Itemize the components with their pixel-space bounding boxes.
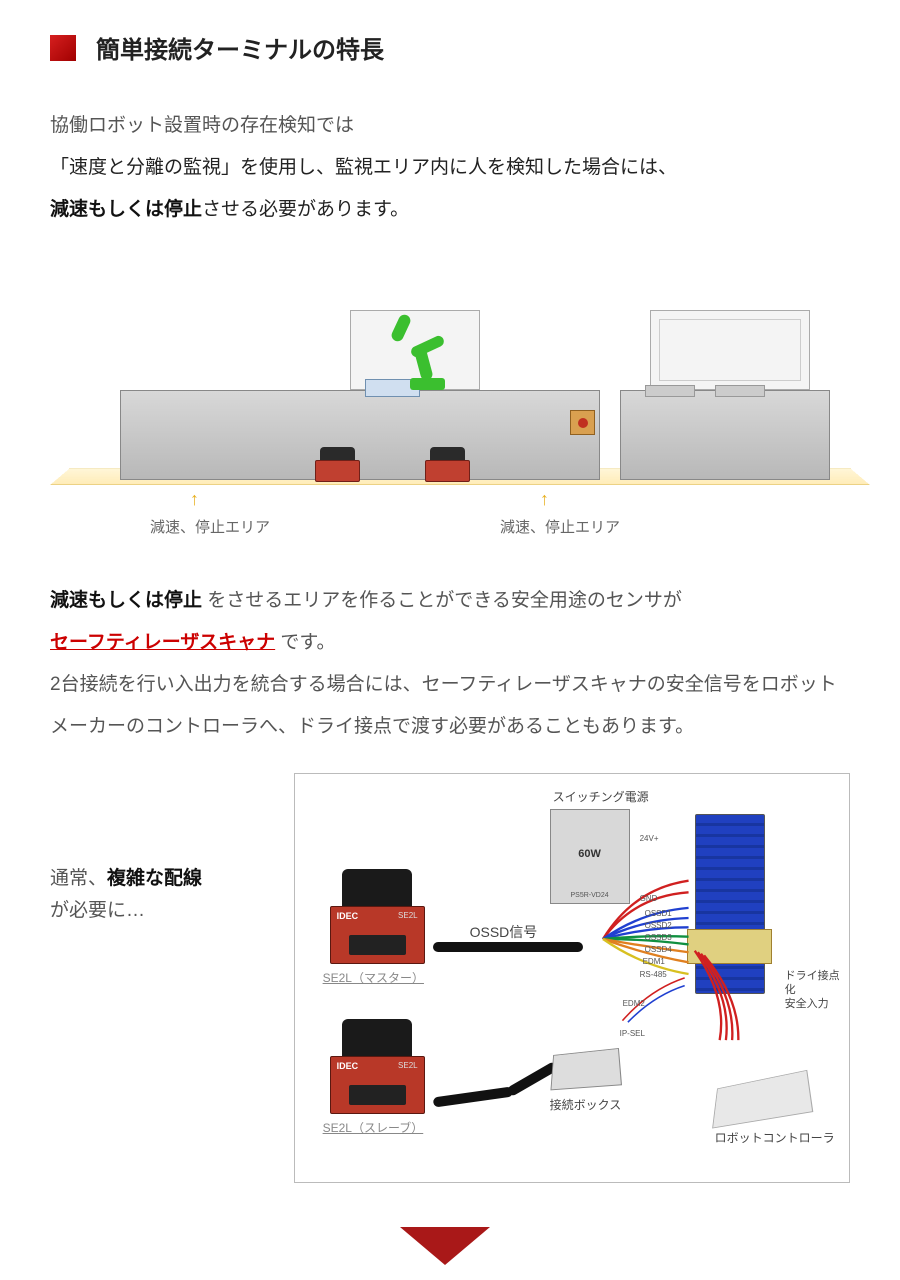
sig-label: IP-SEL bbox=[620, 1029, 645, 1038]
exp-text3: 2台接続を行い入出力を統合する場合には、セーフティレーザスキャナの安全信号をロボ… bbox=[50, 664, 850, 748]
connection-box-icon bbox=[550, 1048, 622, 1090]
psu-label: スイッチング電源 bbox=[553, 788, 649, 805]
area-label-right: 減速、停止エリア bbox=[500, 516, 620, 537]
exp-line2: セーフティレーザスキャナ です。 bbox=[50, 622, 850, 664]
sig-label: OSSD1 bbox=[645, 909, 672, 918]
exp-text1: をさせるエリアを作ることができる安全用途のセンサが bbox=[202, 590, 682, 611]
ossd-label: OSSD信号 bbox=[470, 922, 538, 942]
scanner-master-icon bbox=[320, 869, 435, 964]
sig-label: RS-485 bbox=[640, 970, 667, 979]
parts-tray-3 bbox=[715, 385, 765, 397]
exp-line1: 減速もしくは停止 をさせるエリアを作ることができる安全用途のセンサが bbox=[50, 580, 850, 622]
side-pre: 通常、 bbox=[50, 868, 107, 889]
section-heading: 簡単接続ターミナルの特長 bbox=[50, 30, 850, 65]
side-bold: 複雑な配線 bbox=[107, 868, 202, 889]
wire-bundle-icon bbox=[583, 904, 763, 1044]
ossd-cable-icon bbox=[433, 942, 583, 952]
intro-line2b: させる必要があります。 bbox=[202, 199, 409, 220]
e-stop-box-icon bbox=[570, 410, 595, 435]
machine-enclosure-right bbox=[650, 310, 810, 390]
wiring-side-text: 通常、複雑な配線が必要に… bbox=[50, 773, 269, 928]
intro-line1: 協働ロボット設置時の存在検知では bbox=[50, 105, 850, 147]
laser-scanner-1-icon bbox=[310, 447, 365, 482]
sig-label: OSSD3 bbox=[645, 933, 672, 942]
safety-laser-scanner-link[interactable]: セーフティレーザスキャナ bbox=[50, 632, 275, 653]
intro-line2: 「速度と分離の監視」を使用し、監視エリア内に人を検知した場合には、 bbox=[50, 147, 850, 189]
connection-box-label: 接続ボックス bbox=[550, 1096, 622, 1113]
workcell-diagram: ↑ ↑ 減速、停止エリア 減速、停止エリア bbox=[50, 245, 870, 555]
scanner-slave-label: SE2L（スレーブ） bbox=[323, 1119, 424, 1136]
intro-line2a: 「速度と分離の監視」を使用し、監視エリア内に人を検知した場合には、 bbox=[50, 157, 677, 178]
arrow-up-icon: ↑ bbox=[190, 489, 199, 510]
laser-scanner-2-icon bbox=[420, 447, 475, 482]
power-supply-icon bbox=[550, 809, 630, 904]
exp-text2: です。 bbox=[275, 632, 335, 653]
dry2: 安全入力 bbox=[785, 998, 829, 1010]
sig-label: EDM1 bbox=[643, 957, 665, 966]
intro-bold: 減速もしくは停止 bbox=[50, 199, 202, 220]
wiring-row: 通常、複雑な配線が必要に… スイッチング電源 SE2L（マスター） SE2L（ス… bbox=[50, 773, 850, 1183]
explanation-paragraph: 減速もしくは停止 をさせるエリアを作ることができる安全用途のセンサが セーフティ… bbox=[50, 580, 850, 747]
sig-label: OSSD4 bbox=[645, 945, 672, 954]
side-post: が必要に… bbox=[50, 900, 145, 921]
wiring-diagram: スイッチング電源 SE2L（マスター） SE2L（スレーブ） OSSD信号 接続… bbox=[294, 773, 850, 1183]
down-arrow-icon bbox=[400, 1227, 490, 1265]
sig-label: 24V+ bbox=[640, 834, 659, 843]
heading-marker-icon bbox=[50, 35, 76, 61]
robot-controller-icon bbox=[712, 1069, 813, 1128]
exp-bold1: 減速もしくは停止 bbox=[50, 590, 202, 611]
parts-tray-2 bbox=[645, 385, 695, 397]
intro-paragraph: 協働ロボット設置時の存在検知では 「速度と分離の監視」を使用し、監視エリア内に人… bbox=[50, 105, 850, 230]
sig-label: GND bbox=[640, 894, 658, 903]
scanner-slave-icon bbox=[320, 1019, 435, 1114]
dry-contact-label: ドライ接点化 安全入力 bbox=[785, 969, 849, 1012]
sig-label: EDM2 bbox=[623, 999, 645, 1008]
scanner-master-label: SE2L（マスター） bbox=[323, 969, 424, 986]
heading-title: 簡単接続ターミナルの特長 bbox=[96, 30, 384, 65]
sig-label: OSSD2 bbox=[645, 921, 672, 930]
workbench-right bbox=[620, 390, 830, 480]
dry1: ドライ接点化 bbox=[785, 970, 840, 996]
slave-cable-icon bbox=[432, 1086, 513, 1107]
arrow-up-icon: ↑ bbox=[540, 489, 549, 510]
intro-line3: 減速もしくは停止させる必要があります。 bbox=[50, 189, 850, 231]
cobot-arm-icon bbox=[400, 315, 455, 390]
area-label-left: 減速、停止エリア bbox=[150, 516, 270, 537]
robot-controller-label: ロボットコントローラ bbox=[715, 1129, 835, 1146]
